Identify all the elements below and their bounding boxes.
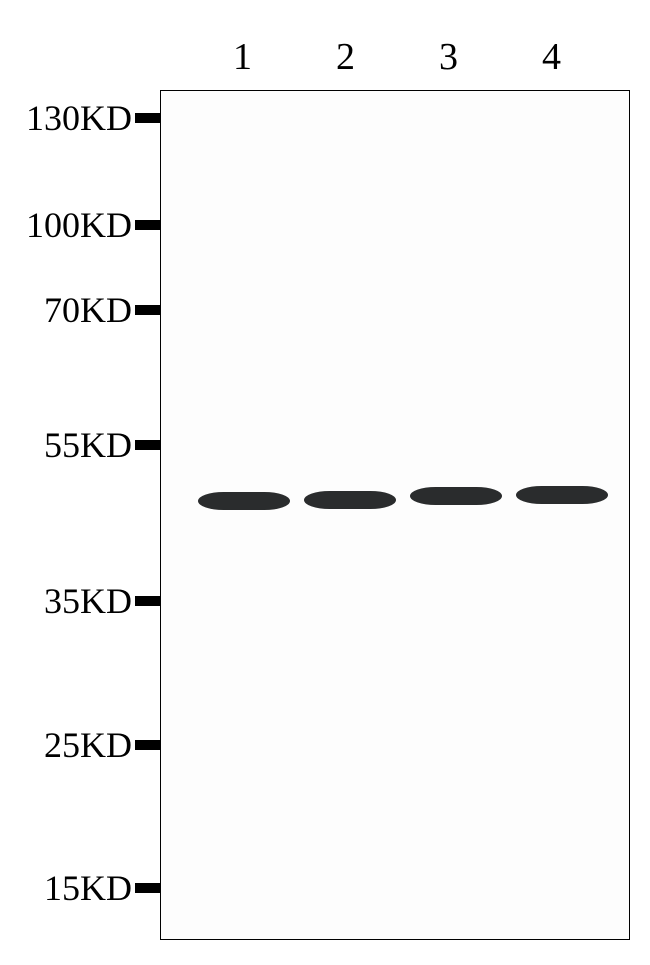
band-lane-2 (304, 491, 396, 509)
mw-tick-100KD (135, 220, 161, 230)
lane-label-1: 1 (233, 35, 252, 79)
band-lane-4 (516, 486, 608, 504)
mw-tick-55KD (135, 440, 161, 450)
mw-label-130KD: 130KD (26, 97, 132, 139)
band-lane-1 (198, 492, 290, 510)
lane-label-2: 2 (336, 35, 355, 79)
lane-label-3: 3 (439, 35, 458, 79)
mw-label-100KD: 100KD (26, 204, 132, 246)
mw-tick-25KD (135, 740, 161, 750)
mw-label-55KD: 55KD (44, 424, 132, 466)
mw-tick-15KD (135, 883, 161, 893)
mw-label-15KD: 15KD (44, 867, 132, 909)
mw-label-35KD: 35KD (44, 580, 132, 622)
lane-label-4: 4 (542, 35, 561, 79)
mw-tick-70KD (135, 305, 161, 315)
mw-tick-130KD (135, 113, 161, 123)
band-lane-3 (410, 487, 502, 505)
mw-tick-35KD (135, 596, 161, 606)
mw-label-70KD: 70KD (44, 289, 132, 331)
blot-frame (160, 90, 630, 940)
mw-label-25KD: 25KD (44, 724, 132, 766)
